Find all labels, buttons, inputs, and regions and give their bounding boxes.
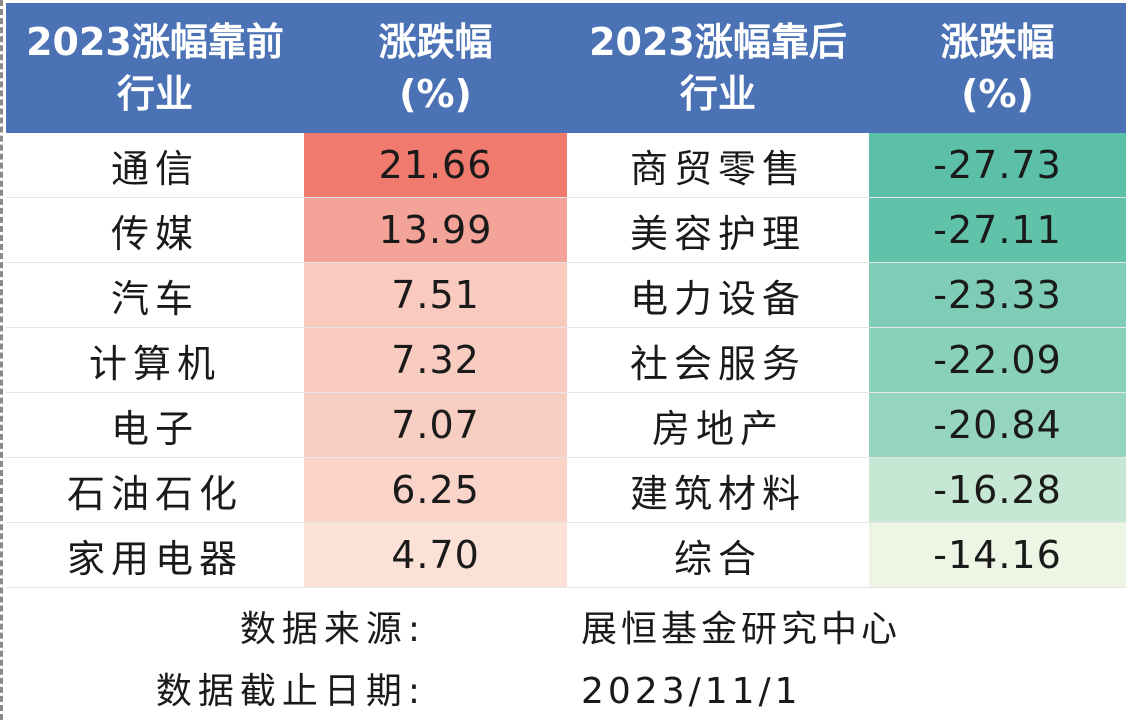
bottom-industry-change: -23.33 [869, 262, 1126, 328]
bottom-industry-change: -20.84 [869, 392, 1126, 458]
table-body: 通信 21.66 商贸零售 -27.73 传媒 13.99 美容护理 -27.1… [6, 133, 1126, 588]
bottom-industry-change: -16.28 [869, 457, 1126, 523]
top-industry-change: 7.32 [304, 327, 567, 393]
bottom-industry-name: 社会服务 [567, 327, 869, 393]
header-top-industry-line2: 行业 [116, 72, 193, 116]
date-value: 2023/11/1 [581, 671, 802, 712]
header-bottom-change: 涨跌幅 (%) [869, 3, 1126, 133]
top-industry-change: 21.66 [304, 133, 567, 198]
top-industry-change: 7.07 [304, 392, 567, 458]
header-top-change-line1: 涨跌幅 [378, 20, 493, 64]
bottom-industry-change: -14.16 [869, 522, 1126, 588]
bottom-industry-name: 美容护理 [567, 197, 869, 263]
industry-performance-table: 2023涨幅靠前 行业 涨跌幅 (%) 2023涨幅靠后 行业 涨跌幅 (%) … [6, 3, 1126, 588]
source-value: 展恒基金研究中心 [581, 609, 902, 650]
header-bottom-change-line1: 涨跌幅 [940, 20, 1055, 64]
table-row: 家用电器 4.70 综合 -14.16 [6, 522, 1126, 588]
header-bottom-change-line2: (%) [961, 72, 1034, 116]
bottom-industry-name: 电力设备 [567, 262, 869, 328]
bottom-industry-name: 商贸零售 [567, 133, 869, 198]
bottom-industry-change: -27.11 [869, 197, 1126, 263]
header-row: 2023涨幅靠前 行业 涨跌幅 (%) 2023涨幅靠后 行业 涨跌幅 (%) [6, 3, 1126, 133]
top-industry-change: 7.51 [304, 262, 567, 328]
top-industry-change: 6.25 [304, 457, 567, 523]
header-top-industry-line1: 2023涨幅靠前 [26, 20, 284, 64]
source-label: 数据来源: [239, 609, 426, 650]
bottom-industry-name: 综合 [567, 522, 869, 588]
bottom-industry-change: -27.73 [869, 133, 1126, 198]
top-industry-name: 家用电器 [6, 522, 304, 588]
top-industry-name: 计算机 [6, 327, 304, 393]
table-row: 通信 21.66 商贸零售 -27.73 [6, 133, 1126, 198]
table-row: 传媒 13.99 美容护理 -27.11 [6, 197, 1126, 263]
header-bottom-industry-line1: 2023涨幅靠后 [589, 20, 847, 64]
table-footer: 数据来源: 展恒基金研究中心 数据截止日期: 2023/11/1 [6, 600, 1126, 720]
bottom-industry-change: -22.09 [869, 327, 1126, 393]
top-industry-change: 4.70 [304, 522, 567, 588]
header-top-industry: 2023涨幅靠前 行业 [6, 3, 304, 133]
header-top-change-line2: (%) [399, 72, 472, 116]
header-bottom-industry-line2: 行业 [679, 72, 756, 116]
bottom-industry-name: 建筑材料 [567, 457, 869, 523]
top-industry-name: 电子 [6, 392, 304, 458]
top-industry-name: 石油石化 [6, 457, 304, 523]
top-industry-name: 汽车 [6, 262, 304, 328]
source-row: 数据来源: 展恒基金研究中心 [6, 600, 1126, 660]
date-row: 数据截止日期: 2023/11/1 [6, 662, 1126, 722]
bottom-industry-name: 房地产 [567, 392, 869, 458]
header-bottom-industry: 2023涨幅靠后 行业 [567, 3, 869, 133]
top-industry-name: 传媒 [6, 197, 304, 263]
table-row: 汽车 7.51 电力设备 -23.33 [6, 262, 1126, 328]
top-industry-change: 13.99 [304, 197, 567, 263]
date-label: 数据截止日期: [155, 671, 426, 712]
table-row: 石油石化 6.25 建筑材料 -16.28 [6, 457, 1126, 523]
top-industry-name: 通信 [6, 133, 304, 198]
table-row: 电子 7.07 房地产 -20.84 [6, 392, 1126, 458]
table-row: 计算机 7.32 社会服务 -22.09 [6, 327, 1126, 393]
header-top-change: 涨跌幅 (%) [304, 3, 567, 133]
